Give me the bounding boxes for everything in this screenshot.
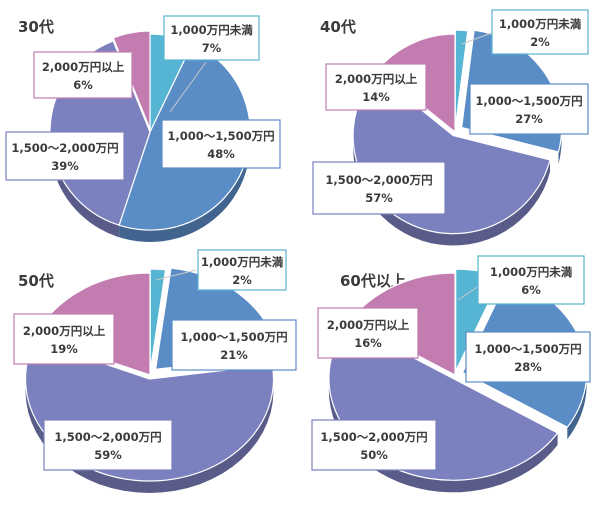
data-label: 2,000万円以上 14% [325,63,427,111]
data-label-box [477,255,585,305]
pie-chart: 60代以上 1,000万円未満 6% 1,000～1,500万円 28% 1,500～2,… [311,255,591,493]
slice-value-label: 14% [362,90,390,104]
slice-value-label: 48% [207,147,235,161]
slice-category-label: 1,000～1,500万円 [167,129,274,143]
data-label-box [469,83,589,135]
data-label-box [311,419,437,471]
data-label-box [13,313,115,365]
leader-line [169,61,207,113]
slice-category-label: 1,000～1,500万円 [180,330,287,344]
data-label: 1,500～2,000万円 59% [43,419,173,471]
slice-value-label: 7% [202,41,222,55]
data-label-box [163,15,260,61]
slice-value-label: 2% [530,35,550,49]
slice-category-label: 2,000万円以上 [42,60,125,74]
data-label-box [317,307,419,359]
slice-value-label: 57% [365,191,393,205]
data-label: 2,000万円以上 16% [317,307,419,359]
slice-value-label: 59% [94,448,122,462]
pie-slice-side [119,132,250,242]
data-label: 1,500～2,000万円 39% [5,131,125,181]
data-label: 1,000万円未満 7% [163,15,260,61]
data-label-box [33,51,133,99]
pie-slice-side [567,372,587,440]
data-label: 1,500～2,000万円 50% [311,419,437,471]
data-label-box [325,63,427,111]
data-label-box [197,249,287,291]
slice-category-label: 1,500～2,000万円 [11,141,118,155]
pie-slice-side [50,132,120,238]
pie-chart: 50代 1,000万円未満 2% 1,000～1,500万円 21% 1,500～2,00… [13,249,297,493]
slice-value-label: 27% [515,112,543,126]
data-label: 1,000万円未満 2% [197,249,287,291]
slice-category-label: 1,000～1,500万円 [474,342,581,356]
leader-line [461,31,495,45]
slice-category-label: 2,000万円以上 [23,324,106,338]
chart-title: 40代 [320,18,356,36]
slice-category-label: 1,000万円未満 [201,255,284,269]
data-label-box [491,9,589,55]
pie-chart: 40代 1,000万円未満 2% 1,000～1,500万円 27% 1,500～2,00… [312,9,589,246]
slice-value-label: 19% [50,342,78,356]
chart-title: 30代 [18,18,54,36]
slice-category-label: 1,500～2,000万円 [54,430,161,444]
data-label-box [43,419,173,471]
slice-category-label: 1,000～1,500万円 [475,94,582,108]
data-label-box [5,131,125,181]
slice-value-label: 50% [360,448,388,462]
slice-category-label: 2,000万円以上 [327,318,410,332]
data-label-box [465,331,591,383]
slice-value-label: 2% [232,273,252,287]
leader-line [155,269,197,281]
data-label: 1,000～1,500万円 27% [469,83,589,135]
data-label: 1,500～2,000万円 57% [312,161,446,215]
slice-category-label: 1,000万円未満 [170,23,253,37]
data-label-box [171,319,297,371]
slice-category-label: 1,500～2,000万円 [320,430,427,444]
pie-slice [454,29,469,129]
slice-category-label: 1,500～2,000万円 [325,173,432,187]
slice-value-label: 6% [521,283,541,297]
data-label: 1,000～1,500万円 21% [171,319,297,371]
slice-category-label: 1,000万円未満 [490,265,573,279]
slice-category-label: 1,000万円未満 [499,17,582,31]
slice-category-label: 2,000万円以上 [335,72,418,86]
slice-value-label: 21% [220,348,248,362]
chart-title: 60代以上 [340,272,406,290]
data-label-box [161,119,281,169]
pie-chart: 30代 1,000万円未満 7% 1,000～1,500万円 48% 1,500～2,00… [5,15,281,242]
slice-value-label: 39% [51,159,79,173]
chart-title: 50代 [18,272,54,290]
data-label-box [312,161,446,215]
data-label: 2,000万円以上 6% [33,51,133,99]
data-label: 1,000万円未満 2% [491,9,589,55]
data-label: 1,000～1,500万円 28% [465,331,591,383]
slice-value-label: 6% [73,78,93,92]
data-label: 1,000～1,500万円 48% [161,119,281,169]
data-label: 1,000万円未満 6% [477,255,585,305]
pie-slice [149,268,167,372]
slice-value-label: 16% [354,336,382,350]
leader-line [457,285,480,301]
slice-value-label: 28% [514,360,542,374]
data-label: 2,000万円以上 19% [13,313,115,365]
